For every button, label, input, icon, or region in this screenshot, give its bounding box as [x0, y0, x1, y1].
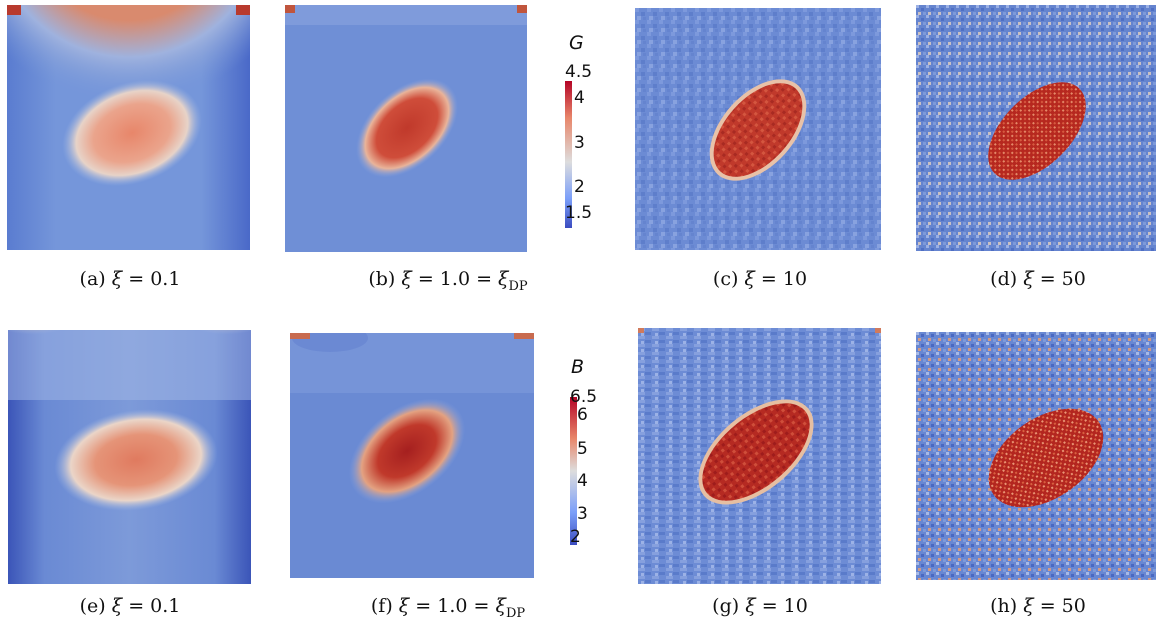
image-c-xi-10-G [635, 8, 881, 250]
colorbar-tick-G-4: 4 [574, 88, 585, 108]
caption-b: (b) ξ = 1.0 = ξDP [368, 268, 528, 294]
caption-f: (f) ξ = 1.0 = ξDP [370, 595, 526, 621]
colorbar-tick-B-4: 4 [577, 471, 588, 491]
colorbar-tick-G-4.5: 4.5 [565, 62, 593, 82]
image-d-xi-50-G [916, 5, 1156, 251]
caption-h: (h) ξ = 50 [990, 595, 1086, 617]
image-h-xi-50-B [916, 332, 1156, 580]
colorbar-gradient-B [570, 397, 577, 545]
colorbar-tick-G-2: 2 [574, 177, 585, 197]
colorbar-tick-G-3: 3 [574, 133, 585, 153]
image-b-xi-1.0-G [285, 5, 527, 252]
colorbar-gradient-G [565, 81, 572, 228]
colorbar-tick-B-3: 3 [577, 504, 588, 524]
caption-d: (d) ξ = 50 [990, 268, 1086, 290]
caption-g: (g) ξ = 10 [712, 595, 808, 617]
caption-a: (a) ξ = 0.1 [79, 268, 181, 290]
colorbar-tick-B-6: 6 [577, 405, 588, 425]
colorbar-tick-G-1.5: 1.5 [565, 203, 593, 223]
colorbar-tick-B-2: 2 [570, 527, 581, 547]
image-e-xi-0.1-B [8, 330, 251, 584]
colorbar-G: G 4.5 4 3 2 1.5 [555, 32, 615, 232]
colorbar-B: B 6.5 6 5 4 3 2 [562, 356, 622, 556]
image-g-xi-10-B [638, 328, 881, 584]
caption-c: (c) ξ = 10 [712, 268, 808, 290]
colorbar-tick-B-5: 5 [577, 439, 588, 459]
colorbar-title-B: B [571, 356, 585, 378]
caption-e: (e) ξ = 0.1 [79, 595, 181, 617]
colorbar-title-G: G [569, 32, 584, 54]
image-a-xi-0.1-G [7, 5, 250, 250]
colorbar-tick-B-6.5: 6.5 [570, 387, 598, 407]
image-f-xi-1.0-B [290, 333, 534, 578]
